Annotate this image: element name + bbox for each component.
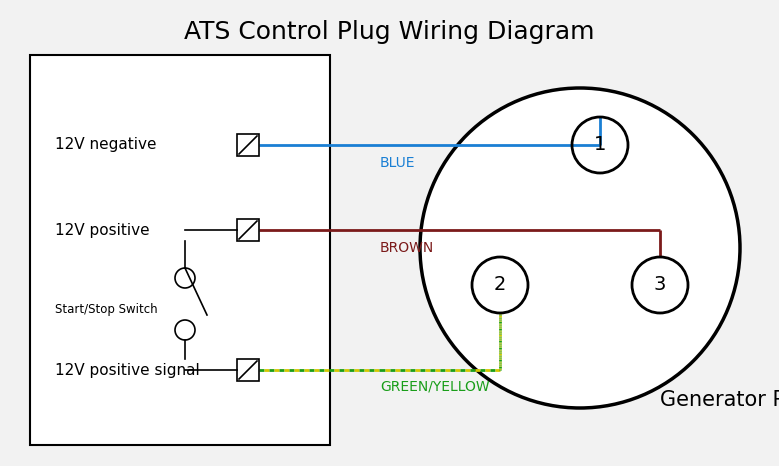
Text: Generator Plug: Generator Plug (660, 390, 779, 410)
FancyBboxPatch shape (30, 55, 330, 445)
Text: GREEN/YELLOW: GREEN/YELLOW (380, 379, 490, 393)
FancyBboxPatch shape (237, 219, 259, 241)
Circle shape (420, 88, 740, 408)
Text: BROWN: BROWN (380, 241, 434, 255)
FancyBboxPatch shape (237, 134, 259, 156)
Text: 12V positive: 12V positive (55, 222, 150, 238)
FancyBboxPatch shape (237, 359, 259, 381)
Text: 2: 2 (494, 275, 506, 295)
Text: 12V negative: 12V negative (55, 137, 157, 152)
Text: Start/Stop Switch: Start/Stop Switch (55, 303, 157, 316)
Text: ATS Control Plug Wiring Diagram: ATS Control Plug Wiring Diagram (185, 20, 594, 44)
Text: 3: 3 (654, 275, 666, 295)
Text: 12V positive signal: 12V positive signal (55, 363, 199, 377)
Text: 1: 1 (594, 136, 606, 155)
Text: BLUE: BLUE (380, 156, 415, 170)
